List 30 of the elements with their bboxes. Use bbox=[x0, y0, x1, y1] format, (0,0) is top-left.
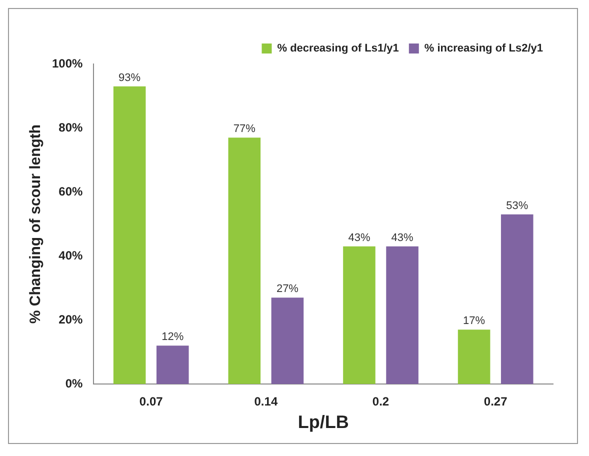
bar bbox=[343, 246, 376, 384]
y-tick-label: 20% bbox=[58, 312, 84, 326]
y-tick-label: 0% bbox=[65, 376, 84, 390]
data-label: 12% bbox=[162, 331, 184, 344]
bar bbox=[458, 330, 490, 384]
y-tick-label: 40% bbox=[58, 248, 84, 262]
bar bbox=[113, 86, 146, 384]
data-label: 17% bbox=[463, 315, 486, 328]
x-axis-title: Lp/LB bbox=[298, 412, 349, 432]
data-label: 43% bbox=[348, 232, 370, 244]
data-label: 43% bbox=[391, 232, 414, 244]
x-tick-label: 0.2 bbox=[372, 394, 390, 409]
y-tick-label: 60% bbox=[58, 184, 84, 198]
data-label: 93% bbox=[118, 72, 141, 84]
y-tick-label: 100% bbox=[52, 56, 84, 70]
data-label: 53% bbox=[506, 200, 528, 212]
bar bbox=[271, 298, 304, 384]
bar bbox=[156, 346, 189, 384]
x-tick-label: 0.27 bbox=[484, 394, 508, 409]
data-label: 77% bbox=[233, 123, 256, 136]
y-tick-label: 80% bbox=[58, 120, 84, 134]
bar bbox=[500, 214, 534, 384]
data-label: 27% bbox=[276, 283, 299, 296]
bar bbox=[228, 138, 261, 384]
x-tick-label: 0.14 bbox=[254, 394, 278, 409]
legend-label: % increasing of Ls2/y1 bbox=[424, 42, 544, 55]
y-axis-title: % Changing of scour length bbox=[27, 124, 44, 324]
legend-label: % decreasing of Ls1/y1 bbox=[277, 42, 399, 55]
bar bbox=[386, 246, 418, 384]
x-tick-label: 0.07 bbox=[139, 394, 164, 409]
